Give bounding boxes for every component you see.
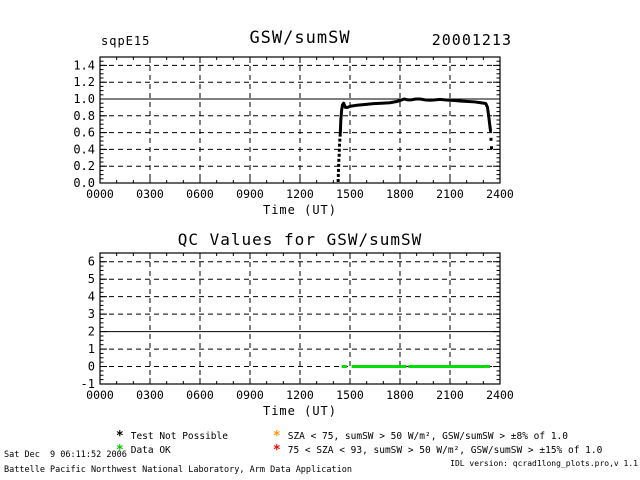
y-tick-label: 0.8 — [73, 109, 95, 123]
data-point-gsw-sumsw-ratio-sparse — [337, 153, 341, 157]
x-tick-label: 2100 — [436, 187, 464, 201]
y-tick-label: 4 — [88, 290, 95, 304]
legend-item-test-not-possible: * Test Not Possible — [93, 418, 228, 444]
y-tick-label: 0.0 — [73, 176, 95, 190]
timestamp-left: Sat Dec 9 06:11:52 2006 — [4, 450, 127, 460]
data-point-gsw-sumsw-ratio-sparse — [489, 137, 493, 141]
x-tick-label: 0000 — [86, 388, 114, 402]
x-tick-label: 1800 — [386, 388, 414, 402]
date-label: 20001213 — [431, 31, 512, 49]
asterisk-icon: * — [272, 443, 281, 458]
idl-version-line: IDL version: qcrad1long_plots.pro,v 1.1 — [450, 459, 638, 468]
y-tick-label: 0.2 — [73, 159, 95, 173]
data-point-gsw-sumsw-ratio-sparse — [337, 158, 341, 162]
legend-item-sza-75-93: * 75 < SZA < 93, sumSW > 50 W/m², GSW/sum… — [250, 432, 602, 458]
x-tick-label: 1200 — [286, 388, 314, 402]
organization-label: Battelle Pacific Northwest National Labo… — [4, 465, 352, 475]
x-tick-label: 1500 — [336, 388, 364, 402]
y-tick-label: 0 — [88, 360, 95, 374]
legend-label: Data OK — [130, 445, 171, 456]
bottom-chart-title: QC Values for GSW/sumSW — [177, 230, 423, 249]
legend-label: 75 < SZA < 93, sumSW > 50 W/m², GSW/sumS… — [287, 445, 603, 456]
top-chart-xlabel: Time (UT) — [262, 203, 338, 217]
y-tick-label: 1.4 — [73, 58, 95, 72]
data-point-gsw-sumsw-ratio-sparse — [490, 146, 493, 150]
data-point-gsw-sumsw-ratio-sparse — [337, 168, 340, 172]
x-tick-label: 0300 — [136, 187, 164, 201]
data-series-gsw-sumsw-ratio — [338, 97, 492, 135]
y-tick-label: 6 — [88, 255, 95, 269]
legend-label: SZA < 75, sumSW > 50 W/m², GSW/sumSW > ±… — [287, 431, 568, 442]
x-tick-label: 0300 — [136, 388, 164, 402]
x-tick-label: 0000 — [86, 187, 114, 201]
asterisk-icon: * — [115, 443, 124, 458]
data-point-gsw-sumsw-ratio-sparse — [336, 178, 340, 182]
x-tick-label: 1500 — [336, 187, 364, 201]
y-tick-label: 5 — [88, 272, 95, 286]
x-tick-label: 2100 — [436, 388, 464, 402]
x-tick-label: 1200 — [286, 187, 314, 201]
y-tick-label: 0.6 — [73, 126, 95, 140]
data-point-gsw-sumsw-ratio-sparse — [338, 143, 341, 147]
data-point-gsw-sumsw-ratio-sparse — [337, 163, 341, 167]
top-chart-title: GSW/sumSW — [249, 28, 351, 48]
x-tick-label: 0600 — [186, 187, 214, 201]
asterisk-icon: * — [115, 429, 124, 444]
x-tick-label: 2400 — [486, 388, 514, 402]
station-label: sqpE15 — [101, 34, 151, 48]
asterisk-icon: * — [272, 429, 281, 444]
x-tick-label: 2400 — [486, 187, 514, 201]
y-tick-label: -1 — [81, 377, 95, 391]
bottom-chart-xlabel: Time (UT) — [262, 404, 338, 418]
data-point-gsw-sumsw-ratio-sparse — [338, 138, 342, 142]
x-tick-label: 0900 — [236, 187, 264, 201]
data-point-gsw-sumsw-ratio-sparse — [336, 173, 340, 177]
y-tick-label: 2 — [88, 325, 95, 339]
y-tick-label: 0.4 — [73, 142, 95, 156]
y-tick-label: 3 — [88, 307, 95, 321]
legend-label: Test Not Possible — [130, 431, 228, 442]
y-tick-label: 1 — [88, 342, 95, 356]
data-point-gsw-sumsw-ratio-sparse — [337, 148, 341, 152]
y-tick-label: 1.2 — [73, 75, 95, 89]
legend-item-sza-lt-75: * SZA < 75, sumSW > 50 W/m², GSW/sumSW > … — [250, 418, 568, 444]
y-tick-label: 1.0 — [73, 92, 95, 106]
x-tick-label: 1800 — [386, 187, 414, 201]
version-info-block: IDL version: qcrad1long_plots.pro,v 1.1 … — [388, 445, 638, 480]
x-tick-label: 0900 — [236, 388, 264, 402]
legend-item-data-ok: * Data OK — [93, 432, 171, 458]
x-tick-label: 0600 — [186, 388, 214, 402]
data-point-gsw-sumsw-ratio-sparse — [338, 133, 342, 137]
